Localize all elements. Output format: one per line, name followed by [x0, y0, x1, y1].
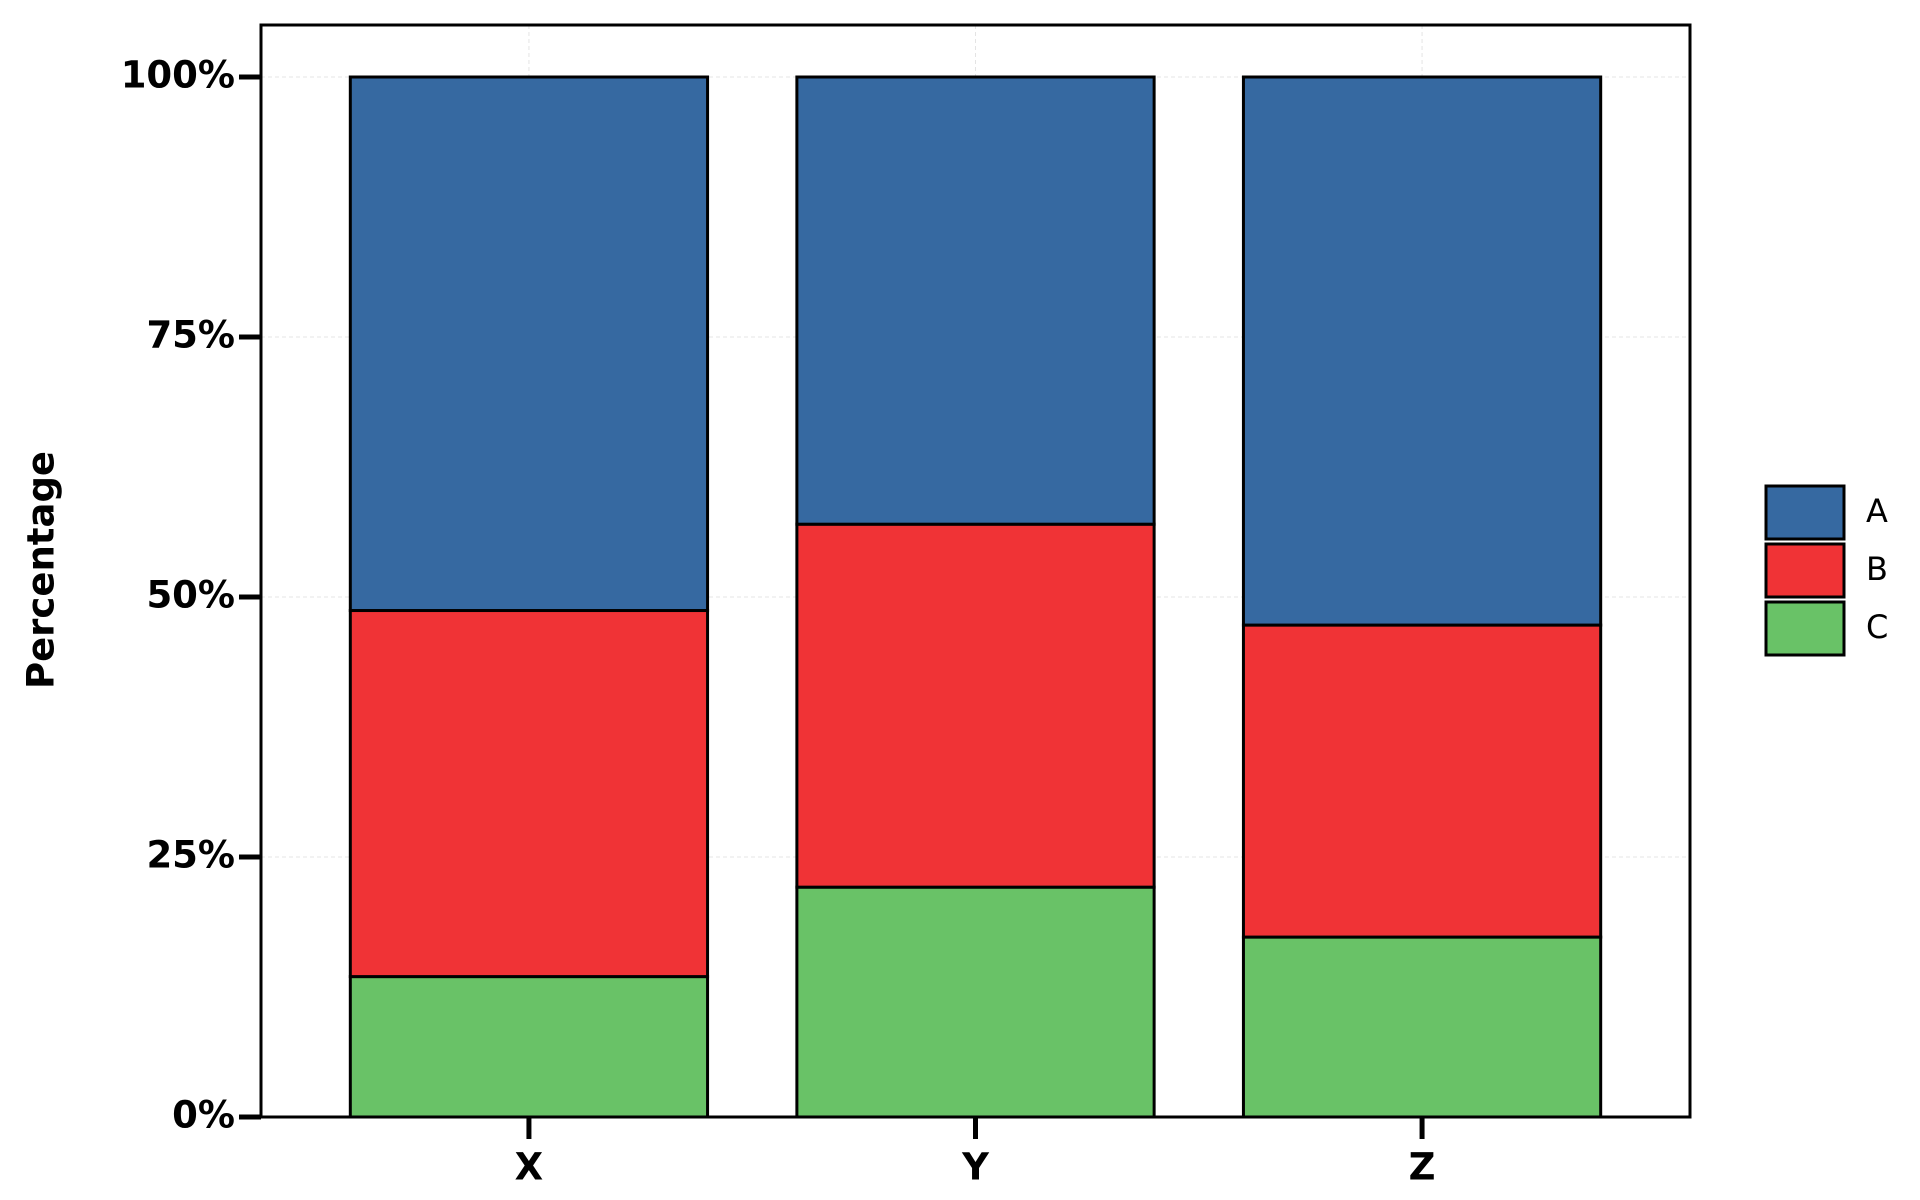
plot-frame: [259, 23, 1692, 1119]
bar-segment: [1241, 623, 1603, 939]
bar-segment: [795, 75, 1156, 526]
y-tick-label: 100%: [121, 54, 235, 97]
bar-segment: [1241, 75, 1603, 627]
y-tick-label: 0%: [172, 1094, 235, 1137]
legend-swatch: [1764, 542, 1846, 599]
x-tick-label: Y: [961, 1146, 990, 1189]
y-axis-label: Percentage: [20, 451, 63, 689]
bar-segment: [348, 975, 710, 1119]
x-tick-label: X: [515, 1146, 544, 1189]
bar-segment: [348, 75, 710, 613]
x-tick-label: Z: [1409, 1146, 1436, 1189]
y-tick-label: 75%: [146, 314, 235, 357]
legend-label: A: [1866, 492, 1888, 530]
legend-label: B: [1866, 550, 1888, 588]
legend-swatch: [1764, 484, 1846, 541]
bar-segment: [1241, 935, 1603, 1119]
bar-segment: [795, 522, 1156, 889]
y-tick-label: 50%: [146, 574, 235, 617]
bar-segment: [348, 609, 710, 979]
legend-swatch: [1764, 600, 1846, 657]
bar-segment: [795, 885, 1156, 1119]
legend-label: C: [1866, 608, 1888, 646]
y-tick-label: 25%: [146, 834, 235, 877]
